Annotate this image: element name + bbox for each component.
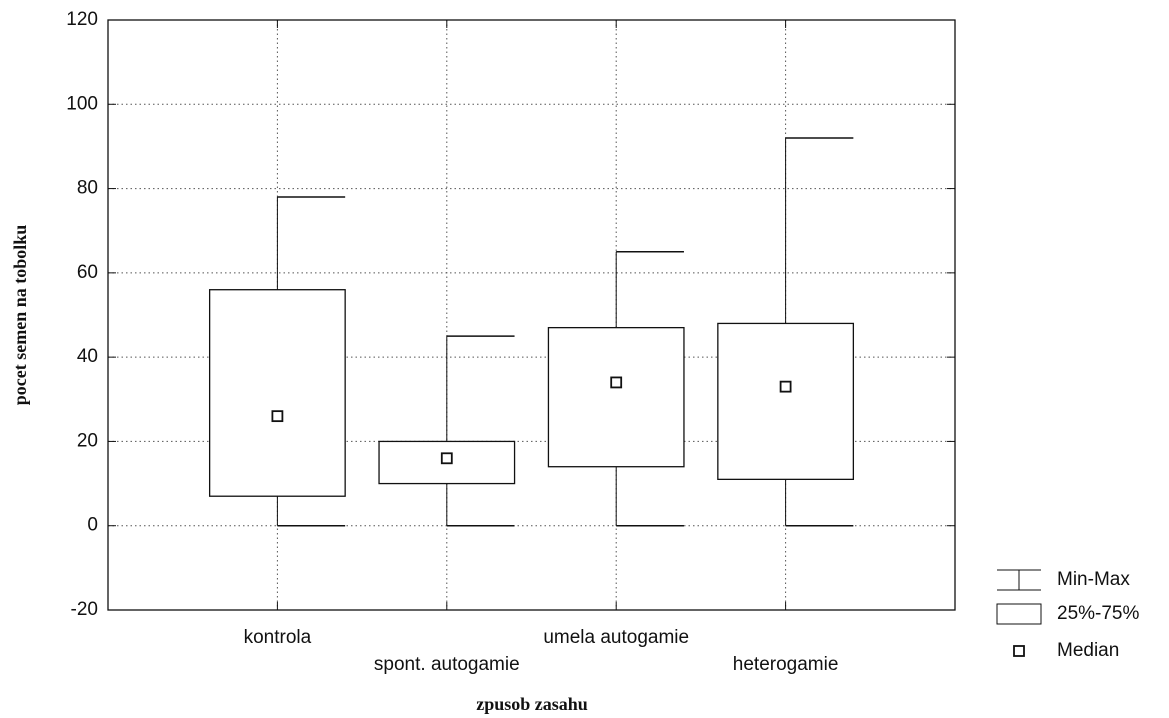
y-tick-label: 20 [77, 430, 98, 451]
x-axis-title: zpusob zasahu [476, 694, 588, 714]
legend-label: Median [1057, 640, 1119, 661]
y-axis-title: pocet semen na tobolku [10, 225, 30, 406]
y-tick-label: 40 [77, 346, 98, 367]
median [271, 410, 284, 423]
x-tick-label: umela autogamie [543, 627, 689, 648]
box [717, 322, 855, 481]
legend-label: 25%-75% [1057, 603, 1139, 624]
median [610, 376, 623, 389]
plot-frame [107, 19, 956, 611]
y-tick-label: -20 [71, 599, 98, 620]
y-tick-label: 100 [66, 93, 98, 114]
box [547, 326, 685, 468]
y-tick-label: 0 [87, 515, 98, 536]
median [440, 452, 453, 465]
y-tick-label: 60 [77, 262, 98, 283]
median [779, 380, 792, 393]
x-tick-label: spont. autogamie [374, 654, 520, 675]
legend-box [996, 603, 1042, 625]
legend-label: Min-Max [1057, 569, 1130, 590]
x-tick-label: kontrola [244, 627, 312, 648]
x-tick-label: heterogamie [733, 654, 839, 675]
box [208, 289, 346, 497]
y-tick-label: 80 [77, 178, 98, 199]
legend-median [1013, 645, 1025, 657]
y-tick-label: 120 [66, 9, 98, 30]
